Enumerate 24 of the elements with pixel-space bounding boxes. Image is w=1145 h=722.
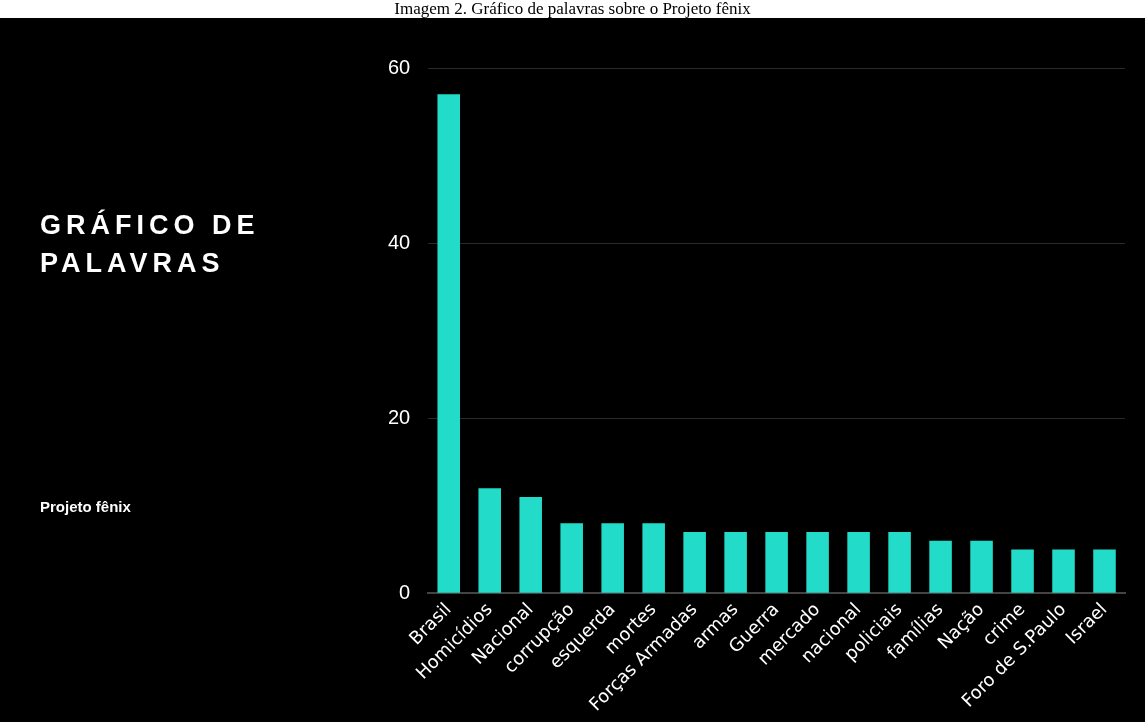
bar [765, 531, 788, 593]
bar [1093, 549, 1116, 593]
y-tick-label: 0 [399, 580, 411, 603]
y-tick-label: 60 [388, 55, 411, 78]
bar [642, 523, 665, 593]
bar [560, 523, 583, 593]
text: Projeto fênix [40, 498, 131, 515]
y-tick-label: 40 [388, 230, 411, 253]
bar [437, 94, 461, 593]
bar [888, 531, 911, 593]
bar [724, 531, 747, 593]
bar [683, 531, 706, 593]
bar [970, 540, 993, 593]
bar [1052, 549, 1075, 593]
bar [806, 531, 829, 593]
y-tick-label: 20 [388, 405, 411, 428]
bar [519, 496, 542, 593]
text: Imagem 2. Gráfico de palavras sobre o Projeto fênix [393, 0, 752, 18]
bar [601, 523, 624, 593]
bar [1011, 549, 1034, 593]
bar [929, 540, 952, 593]
bar [847, 531, 870, 593]
text: GRÁFICO DE PALAVRAS [40, 208, 261, 280]
bar [478, 488, 501, 593]
